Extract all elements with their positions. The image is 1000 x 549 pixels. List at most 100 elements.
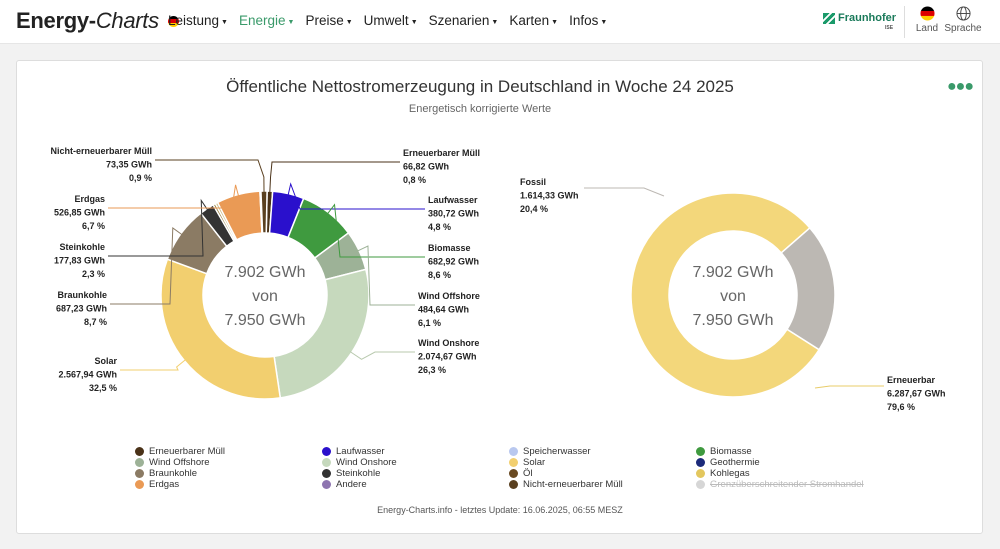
pie-center-text: 7.950 GWh: [225, 312, 306, 329]
main-nav: Leistung ▼ Energie ▼ Preise ▼ Umwelt ▼ Szenarien…: [168, 13, 618, 28]
slice-label-name[interactable]: Erneuerbar: [887, 375, 936, 385]
legend-swatch: [322, 458, 331, 467]
nav-item-label: Karten: [509, 13, 550, 28]
label-connector: [349, 351, 415, 360]
slice-label-name[interactable]: Laufwasser: [428, 195, 478, 205]
slice-label-pct[interactable]: 6,1 %: [418, 318, 441, 328]
chevron-down-icon: ▼: [491, 19, 499, 26]
legend-label: Laufwasser: [336, 446, 385, 457]
legend-item[interactable]: Geothermie: [696, 457, 760, 468]
more-dots-icon[interactable]: ●●●: [947, 78, 974, 95]
slice-label-name[interactable]: Wind Onshore: [418, 338, 479, 348]
slice-label-value_label[interactable]: 177,83 GWh: [54, 256, 105, 266]
energy-charts-logo[interactable]: Energy-Charts: [16, 8, 179, 34]
nav-item-5[interactable]: Karten ▼: [509, 13, 558, 28]
legend-item[interactable]: Speicherwasser: [509, 446, 591, 457]
slice-label-pct[interactable]: 32,5 %: [89, 383, 117, 393]
nav-item-6[interactable]: Infos ▼: [569, 13, 607, 28]
nav-item-label: Leistung: [168, 13, 220, 28]
legend-item[interactable]: Steinkohle: [322, 468, 380, 479]
slice-label-pct[interactable]: 0,9 %: [129, 173, 152, 183]
pie-slice-erneuerbar[interactable]: [630, 192, 821, 398]
slice-label-pct[interactable]: 8,7 %: [84, 317, 107, 327]
slice-label-name[interactable]: Biomasse: [428, 243, 471, 253]
legend-label: Wind Onshore: [336, 457, 397, 468]
legend-item[interactable]: Nicht-erneuerbarer Müll: [509, 479, 623, 490]
slice-label-name[interactable]: Wind Offshore: [418, 291, 480, 301]
legend-item[interactable]: Grenzüberschreitender Stromhandel: [696, 479, 864, 490]
slice-label-name[interactable]: Solar: [94, 356, 117, 366]
label-connector: [120, 359, 187, 371]
legend-label: Wind Offshore: [149, 457, 210, 468]
legend-item[interactable]: Biomasse: [696, 446, 752, 457]
fraunhofer-mark-icon: [823, 12, 835, 24]
legend-item[interactable]: Erdgas: [135, 479, 179, 490]
legend-label: Geothermie: [710, 457, 760, 468]
logo-text: Energy-: [16, 8, 96, 33]
nav-item-2[interactable]: Preise ▼: [305, 13, 352, 28]
legend-item[interactable]: Andere: [322, 479, 367, 490]
legend-item[interactable]: Erneuerbarer Müll: [135, 446, 225, 457]
legend-swatch: [509, 469, 518, 478]
chart-footer: Energy-Charts.info - letztes Update: 16.…: [377, 505, 623, 515]
slice-label-name[interactable]: Erneuerbarer Müll: [403, 148, 480, 158]
label-connector: [269, 161, 400, 194]
slice-label-value_label[interactable]: 73,35 GWh: [106, 160, 152, 170]
label-connector: [326, 203, 425, 258]
pie-slice-wind-onshore[interactable]: [273, 268, 370, 399]
label-connector: [155, 159, 265, 194]
legend-label: Speicherwasser: [523, 446, 591, 457]
globe-icon: [955, 6, 971, 21]
pie-slice-solar[interactable]: [160, 258, 282, 400]
slice-label-value_label[interactable]: 682,92 GWh: [428, 257, 479, 267]
slice-label-value_label[interactable]: 484,64 GWh: [418, 305, 469, 315]
label-connector: [108, 184, 240, 209]
slice-label-pct[interactable]: 79,6 %: [887, 402, 915, 412]
slice-label-name[interactable]: Braunkohle: [57, 290, 107, 300]
legend-swatch: [135, 458, 144, 467]
nav-item-0[interactable]: Leistung ▼: [168, 13, 228, 28]
slice-label-pct[interactable]: 4,8 %: [428, 222, 451, 232]
legend-item[interactable]: Öl: [509, 468, 533, 479]
slice-label-pct[interactable]: 20,4 %: [520, 204, 548, 214]
language-label: Sprache: [944, 23, 982, 34]
slice-label-pct[interactable]: 8,6 %: [428, 270, 451, 280]
pie-slice-nicht-erneuerbarer-m-ll[interactable]: [260, 190, 268, 234]
nav-item-3[interactable]: Umwelt ▼: [364, 13, 418, 28]
slice-label-value_label[interactable]: 6.287,67 GWh: [887, 389, 946, 399]
slice-label-pct[interactable]: 26,3 %: [418, 365, 446, 375]
legend-swatch: [509, 480, 518, 489]
slice-label-name[interactable]: Steinkohle: [59, 242, 105, 252]
slice-label-pct[interactable]: 2,3 %: [82, 269, 105, 279]
legend-item[interactable]: Laufwasser: [322, 446, 385, 457]
germany-flag-icon: [167, 15, 179, 27]
slice-label-name[interactable]: Fossil: [520, 177, 546, 187]
legend-item[interactable]: Kohlegas: [696, 468, 750, 479]
country-selector[interactable]: Land: [907, 6, 947, 34]
slice-label-value_label[interactable]: 1.614,33 GWh: [520, 191, 579, 201]
legend-item[interactable]: Solar: [509, 457, 545, 468]
legend-item[interactable]: Wind Offshore: [135, 457, 210, 468]
nav-item-4[interactable]: Szenarien ▼: [429, 13, 499, 28]
slice-label-value_label[interactable]: 66,82 GWh: [403, 162, 449, 172]
slice-label-value_label[interactable]: 2.074,67 GWh: [418, 352, 477, 362]
slice-label-value_label[interactable]: 526,85 GWh: [54, 208, 105, 218]
slice-label-name[interactable]: Nicht-erneuerbarer Müll: [50, 146, 152, 156]
legend-item[interactable]: Wind Onshore: [322, 457, 397, 468]
nav-item-label: Szenarien: [428, 13, 490, 28]
pie-slice-fossil[interactable]: [780, 226, 836, 351]
slice-label-value_label[interactable]: 2.567,94 GWh: [58, 370, 117, 380]
label-connector: [108, 198, 209, 257]
nav-item-1[interactable]: Energie ▼: [239, 13, 294, 28]
slice-label-pct[interactable]: 0,8 %: [403, 175, 426, 185]
slice-label-pct[interactable]: 6,7 %: [82, 221, 105, 231]
chevron-down-icon: ▼: [221, 19, 228, 26]
slice-label-name[interactable]: Erdgas: [74, 194, 105, 204]
language-selector[interactable]: Sprache: [943, 6, 983, 34]
fraunhofer-logo[interactable]: Fraunhofer ISE: [823, 12, 896, 31]
slice-label-value_label[interactable]: 380,72 GWh: [428, 209, 479, 219]
slice-label-value_label[interactable]: 687,23 GWh: [56, 304, 107, 314]
legend-label: Kohlegas: [710, 468, 750, 479]
legend-item[interactable]: Braunkohle: [135, 468, 197, 479]
